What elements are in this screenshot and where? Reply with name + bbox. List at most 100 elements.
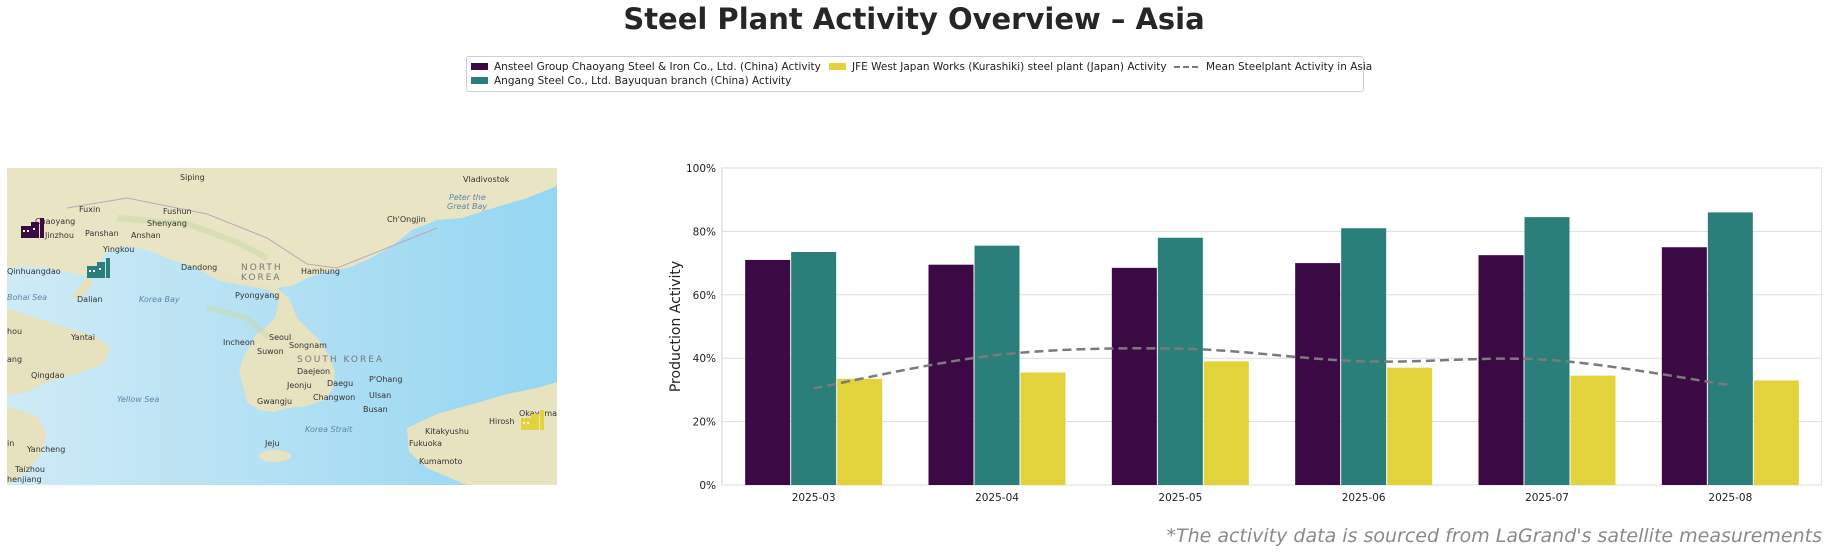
legend-label-kurashiki: JFE West Japan Works (Kurashiki) steel p…: [852, 61, 1167, 73]
legend-swatch-bayuquan: [471, 77, 488, 84]
map-label-changwon: Changwon: [313, 393, 355, 402]
map-land-shandong: [7, 308, 111, 396]
map-label-hamhung: Hamhung: [301, 267, 340, 276]
map-label-pyongyang: Pyongyang: [235, 291, 279, 300]
bar-1-2025-07: [1478, 255, 1524, 485]
bar-1-2025-04: [928, 264, 974, 485]
map-label-anshan: Anshan: [131, 231, 161, 240]
map-land-liaodong: [69, 276, 93, 300]
map-label-north-korea-2: KOREA: [241, 273, 282, 283]
chart-legend: Ansteel Group Chaoyang Steel & Iron Co.,…: [466, 56, 1372, 92]
activity-bar-chart: 0% 20% 40% 60% 80% 100% Production Activity 202…: [668, 163, 1822, 504]
chart-title: Steel Plant Activity Overview – Asia: [623, 2, 1205, 36]
map-label-peter-bay-2: Great Bay: [447, 202, 487, 211]
map-label-chaoyang: Chaoyang: [35, 217, 75, 226]
factory-marker-kurashiki: [521, 410, 544, 430]
x-tick-label: 2025-03: [792, 492, 836, 504]
legend-swatch-kurashiki: [829, 63, 846, 70]
map-label-kumamoto: Kumamoto: [419, 457, 462, 466]
map-label-north-korea: NORTH: [241, 263, 283, 273]
map-label-daegu: Daegu: [327, 379, 353, 388]
factory-marker-bayuquan: [87, 258, 110, 278]
map-label-ulsan: Ulsan: [369, 391, 391, 400]
bar-1-2025-03: [745, 259, 791, 485]
y-tick-label: 40%: [693, 353, 716, 365]
map-canvas: Siping Vladivostok Fuxin Fushun Chaoyang…: [7, 168, 557, 485]
legend-label-bayuquan: Angang Steel Co., Ltd. Bayuquan branch (…: [494, 75, 792, 87]
map-label-suwon: Suwon: [257, 347, 284, 356]
map-label-peter-bay: Peter the: [449, 193, 486, 202]
bar-2-2025-04: [974, 245, 1020, 485]
map-border-line: [66, 197, 438, 269]
bar-1-2025-06: [1295, 263, 1341, 485]
map-label-jinzhou: Jinzhou: [44, 231, 74, 240]
x-tick-label: 2025-06: [1342, 492, 1386, 504]
bar-2-2025-06: [1341, 228, 1387, 485]
map-label-gwangju: Gwangju: [257, 397, 292, 406]
map-label-hiroshima: Hirosh: [489, 417, 514, 426]
bar-2-2025-07: [1524, 217, 1570, 485]
x-tick-label: 2025-04: [975, 492, 1019, 504]
map-label-yellow-sea: Yellow Sea: [117, 395, 159, 404]
bar-3-2025-06: [1387, 367, 1433, 485]
map-label-korea-strait: Korea Strait: [305, 425, 353, 434]
bar-3-2025-08: [1753, 380, 1799, 485]
x-tick-label: 2025-08: [1708, 492, 1752, 504]
map-land-korea: [197, 268, 335, 412]
map-terrain-ridge: [116, 215, 269, 261]
map-label-chongjin: Ch'Ongjin: [387, 215, 426, 224]
map-label-dandong: Dandong: [181, 263, 217, 272]
map-label-daejeon: Daejeon: [297, 367, 330, 376]
y-tick-label: 0%: [699, 480, 716, 492]
factory-marker-chaoyang: [21, 218, 44, 238]
bar-3-2025-04: [1020, 372, 1066, 485]
map-label-jeonju: Jeonju: [286, 381, 312, 390]
map-land-japan: [407, 382, 557, 485]
map-label-zhenjiang: henjiang: [7, 475, 42, 484]
legend-dash-mean: [1174, 66, 1198, 68]
map-land-jiangsu: [7, 406, 47, 485]
y-tick-label: 80%: [693, 226, 716, 238]
map-label-south-korea: SOUTH KOREA: [297, 355, 384, 365]
map-label-korea-bay: Korea Bay: [139, 295, 180, 304]
map-label-taizhou: Taizhou: [14, 465, 45, 474]
bar-1-2025-08: [1661, 247, 1707, 485]
map-label-fukuoka: Fukuoka: [409, 439, 442, 448]
map-label-yantai: Yantai: [70, 333, 95, 342]
bar-3-2025-07: [1570, 375, 1616, 485]
map-label-fushun: Fushun: [163, 207, 192, 216]
legend-swatch-chaoyang: [471, 63, 488, 70]
map-label-panshan: Panshan: [85, 229, 119, 238]
map-label-edge-ang: ang: [7, 355, 22, 364]
y-tick-label: 60%: [693, 290, 716, 302]
y-tick-label: 20%: [693, 417, 716, 429]
x-tick-label: 2025-05: [1158, 492, 1202, 504]
map-label-incheon: Incheon: [223, 338, 255, 347]
map-terrain-ridge-korea: [206, 305, 272, 341]
x-tick-label: 2025-07: [1525, 492, 1569, 504]
bar-2-2025-05: [1157, 237, 1203, 485]
map-land-mainland: [7, 168, 557, 288]
plot-frame: [721, 167, 1822, 486]
map-label-edge-hou: hou: [7, 327, 22, 336]
bar-2-2025-08: [1707, 212, 1753, 485]
map-label-shenyang: Shenyang: [147, 219, 187, 228]
map-label-okayama: Okayama: [519, 409, 557, 418]
map-land-jeju: [259, 450, 291, 462]
map-label-vladivostok: Vladivostok: [463, 175, 510, 184]
map-label-jeju: Jeju: [264, 439, 280, 448]
map-label-fuxin: Fuxin: [79, 205, 100, 214]
mean-activity-line: [813, 347, 1731, 390]
map-label-qinhuangdao: Qinhuangdao: [7, 267, 61, 276]
y-tick-label: 100%: [686, 163, 716, 175]
map-label-bohai: Bohai Sea: [7, 293, 47, 302]
map-label-qingdao: Qingdao: [31, 371, 65, 380]
bar-1-2025-05: [1111, 267, 1157, 485]
map-label-dalian: Dalian: [77, 295, 102, 304]
source-note: *The activity data is sourced from LaGra…: [1166, 525, 1822, 547]
legend-label-mean: Mean Steelplant Activity in Asia: [1206, 61, 1373, 73]
map-label-siping: Siping: [180, 173, 205, 182]
map-label-songnam: Songnam: [289, 341, 327, 350]
map-label-pohang: P'Ohang: [369, 375, 402, 384]
map-label-edge-in: in: [7, 439, 14, 448]
